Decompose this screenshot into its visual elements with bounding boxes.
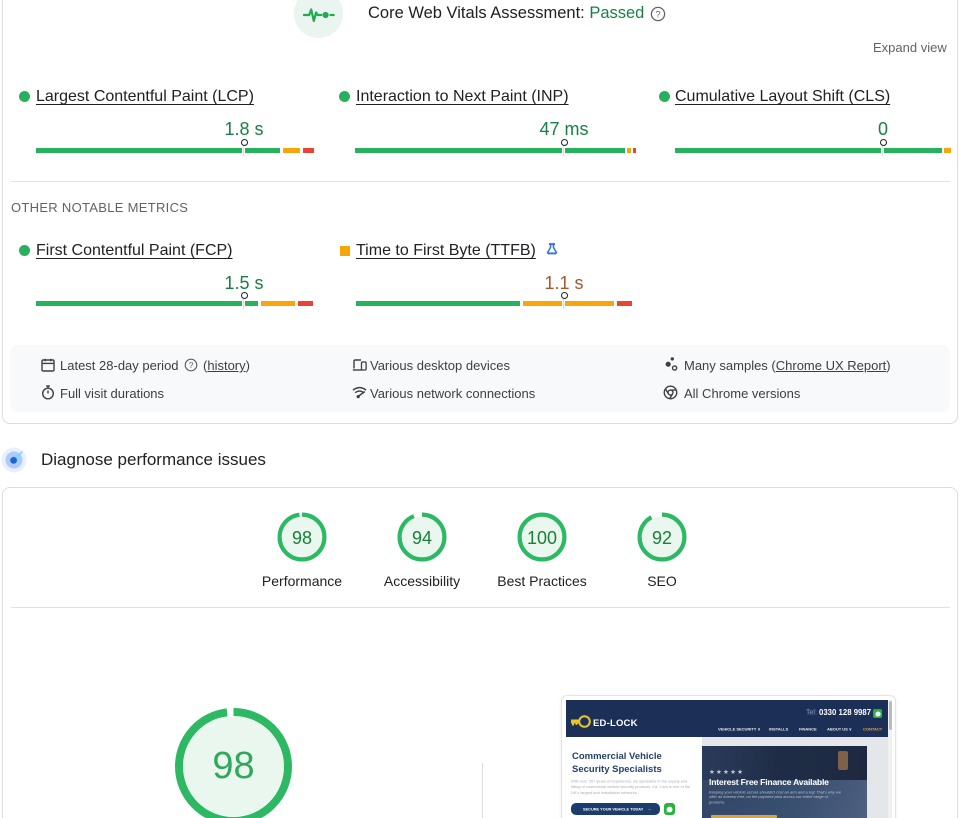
svg-text:?: ? [189, 360, 194, 370]
svg-text:?: ? [655, 9, 660, 20]
